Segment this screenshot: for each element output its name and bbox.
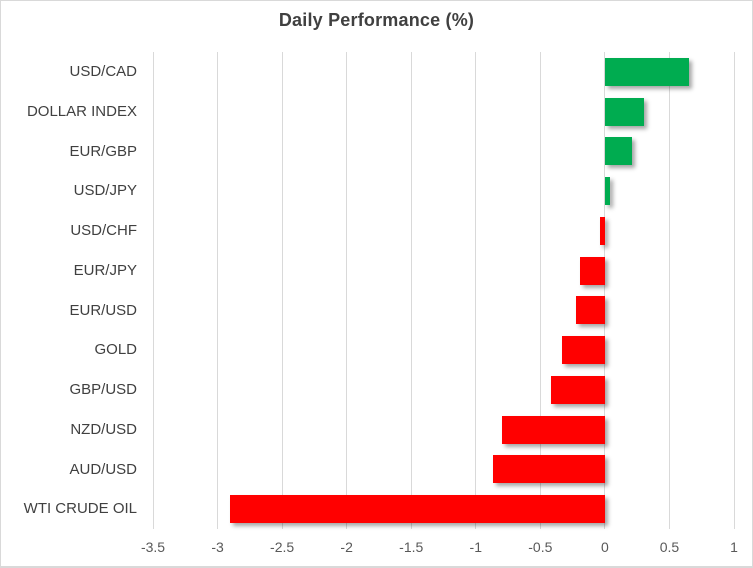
category-label: WTI CRUDE OIL	[23, 500, 137, 518]
gridline	[281, 52, 283, 529]
gridline	[668, 52, 670, 529]
x-tick-label: -2.5	[270, 539, 295, 555]
category-axis: USD/CAD DOLLAR INDEX EUR/GBP USD/JPY USD/CHF…	[1, 52, 137, 529]
x-tick-label: -3.5	[140, 539, 166, 555]
x-tick-label: -3	[211, 539, 224, 555]
bar-gold	[562, 336, 605, 365]
x-tick-label: 1	[730, 539, 738, 555]
gridline	[217, 52, 219, 529]
gridline	[604, 52, 606, 529]
gridline	[410, 52, 412, 529]
gridline	[475, 52, 477, 529]
x-tick-label: -2	[340, 539, 353, 555]
chart-title: Daily Performance (%)	[278, 10, 475, 30]
gridline	[733, 52, 735, 529]
bar-nzd-usd	[501, 415, 605, 444]
category-label: EUR/GBP	[69, 142, 137, 160]
category-label: USD/CHF	[70, 222, 137, 239]
category-label: AUD/USD	[69, 460, 137, 478]
gridline	[152, 52, 154, 529]
category-label: EUR/JPY	[73, 261, 137, 279]
bar-eur-usd	[576, 296, 605, 325]
gridline	[539, 52, 541, 529]
bar-usd-cad	[604, 57, 689, 86]
bar-usd-chf	[599, 216, 605, 245]
bar-dollar-index	[604, 97, 644, 126]
bar-eur-jpy	[580, 256, 605, 285]
category-label: DOLLAR INDEX	[26, 102, 137, 120]
category-label: USD/CAD	[69, 63, 137, 80]
plot-area	[152, 52, 735, 529]
category-label: EUR/USD	[69, 301, 137, 319]
category-label: USD/JPY	[73, 182, 137, 200]
bar-usd-jpy	[604, 177, 611, 206]
category-label: GBP/USD	[69, 381, 137, 398]
x-tick-label: -0.5	[528, 539, 553, 555]
x-tick-label: 0	[600, 539, 609, 555]
gridline	[346, 52, 348, 529]
x-tick-label: -1.5	[399, 539, 424, 555]
x-tick-label: 0.5	[659, 539, 680, 555]
category-label: NZD/USD	[70, 420, 137, 438]
bar-wti-crude-oil	[230, 495, 605, 524]
bar-gbp-usd	[550, 375, 605, 404]
bar-eur-gbp	[604, 137, 632, 166]
x-axis: -3.5 -3 -2.5 -2 -1.5 -1 -0.5 0 0.5 1	[1, 539, 752, 561]
bar-aud-usd	[492, 455, 605, 484]
x-tick-label: -1	[469, 539, 482, 555]
category-label: GOLD	[94, 341, 137, 359]
